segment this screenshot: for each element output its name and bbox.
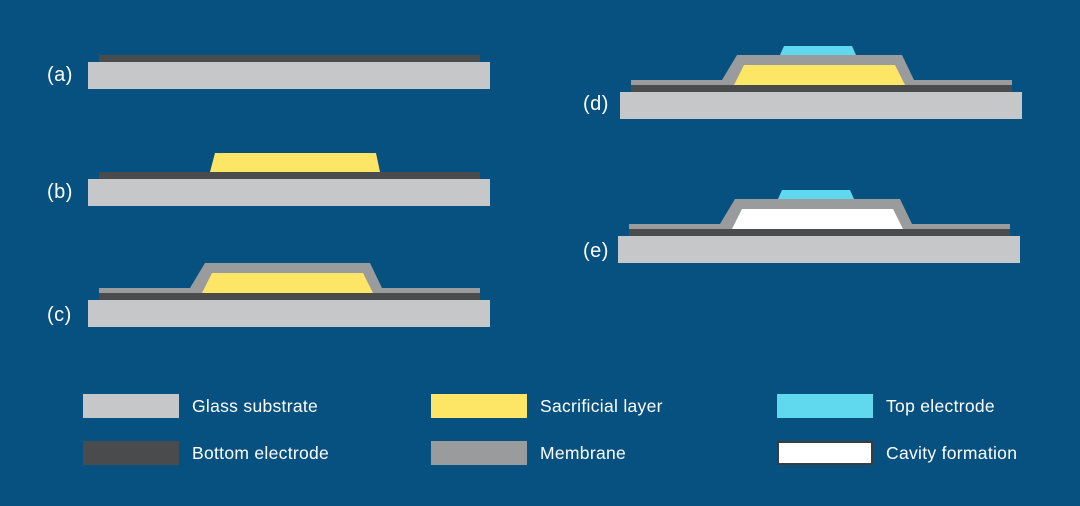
- legend-item-glass-substrate: Glass substrate: [83, 394, 318, 418]
- step-label-b: (b): [47, 181, 73, 203]
- bottom-electrode-swatch: [83, 441, 179, 465]
- bottom-electrode-layer: [631, 85, 1012, 92]
- glass-substrate-layer: [88, 300, 490, 327]
- legend-item-membrane: Membrane: [431, 441, 626, 465]
- cavity-formation-swatch: [777, 441, 873, 465]
- legend-label: Membrane: [540, 442, 627, 463]
- legend-label: Top electrode: [886, 395, 995, 416]
- step-a-structure: [88, 55, 490, 89]
- glass-substrate-layer: [620, 92, 1022, 119]
- sacrificial-layer-shape: [210, 153, 380, 172]
- sacrificial-layer-swatch: [431, 394, 527, 418]
- membrane-swatch: [431, 441, 527, 465]
- cavity-shape: [732, 209, 903, 229]
- bottom-electrode-layer: [99, 172, 480, 179]
- step-e-structure: [618, 190, 1020, 263]
- bottom-electrode-layer: [99, 55, 480, 62]
- legend-label: Bottom electrode: [192, 442, 330, 463]
- legend-item-cavity-formation: Cavity formation: [777, 441, 1017, 465]
- step-label-a: (a): [47, 64, 73, 86]
- step-c-structure: [88, 263, 490, 327]
- step-b-structure: [88, 153, 490, 206]
- sacrificial-layer-shape: [202, 273, 373, 293]
- top-electrode-swatch: [777, 394, 873, 418]
- legend-label: Glass substrate: [192, 395, 319, 416]
- glass-substrate-layer: [618, 236, 1020, 263]
- glass-substrate-layer: [88, 179, 490, 206]
- bottom-electrode-layer: [629, 229, 1010, 236]
- bottom-electrode-layer: [99, 293, 480, 300]
- legend-label: Cavity formation: [886, 442, 1018, 463]
- glass-substrate-layer: [88, 62, 490, 89]
- glass-substrate-swatch: [83, 394, 179, 418]
- step-label-e: (e): [583, 240, 609, 262]
- top-electrode-shape: [778, 190, 854, 199]
- legend-item-sacrificial-layer: Sacrificial layer: [431, 394, 663, 418]
- legend-item-top-electrode: Top electrode: [777, 394, 995, 418]
- legend-label: Sacrificial layer: [540, 395, 663, 416]
- top-electrode-shape: [780, 46, 856, 55]
- step-label-c: (c): [47, 304, 72, 326]
- legend-item-bottom-electrode: Bottom electrode: [83, 441, 329, 465]
- sacrificial-layer-shape: [734, 65, 905, 85]
- step-d-structure: [620, 46, 1022, 119]
- step-label-d: (d): [583, 93, 609, 115]
